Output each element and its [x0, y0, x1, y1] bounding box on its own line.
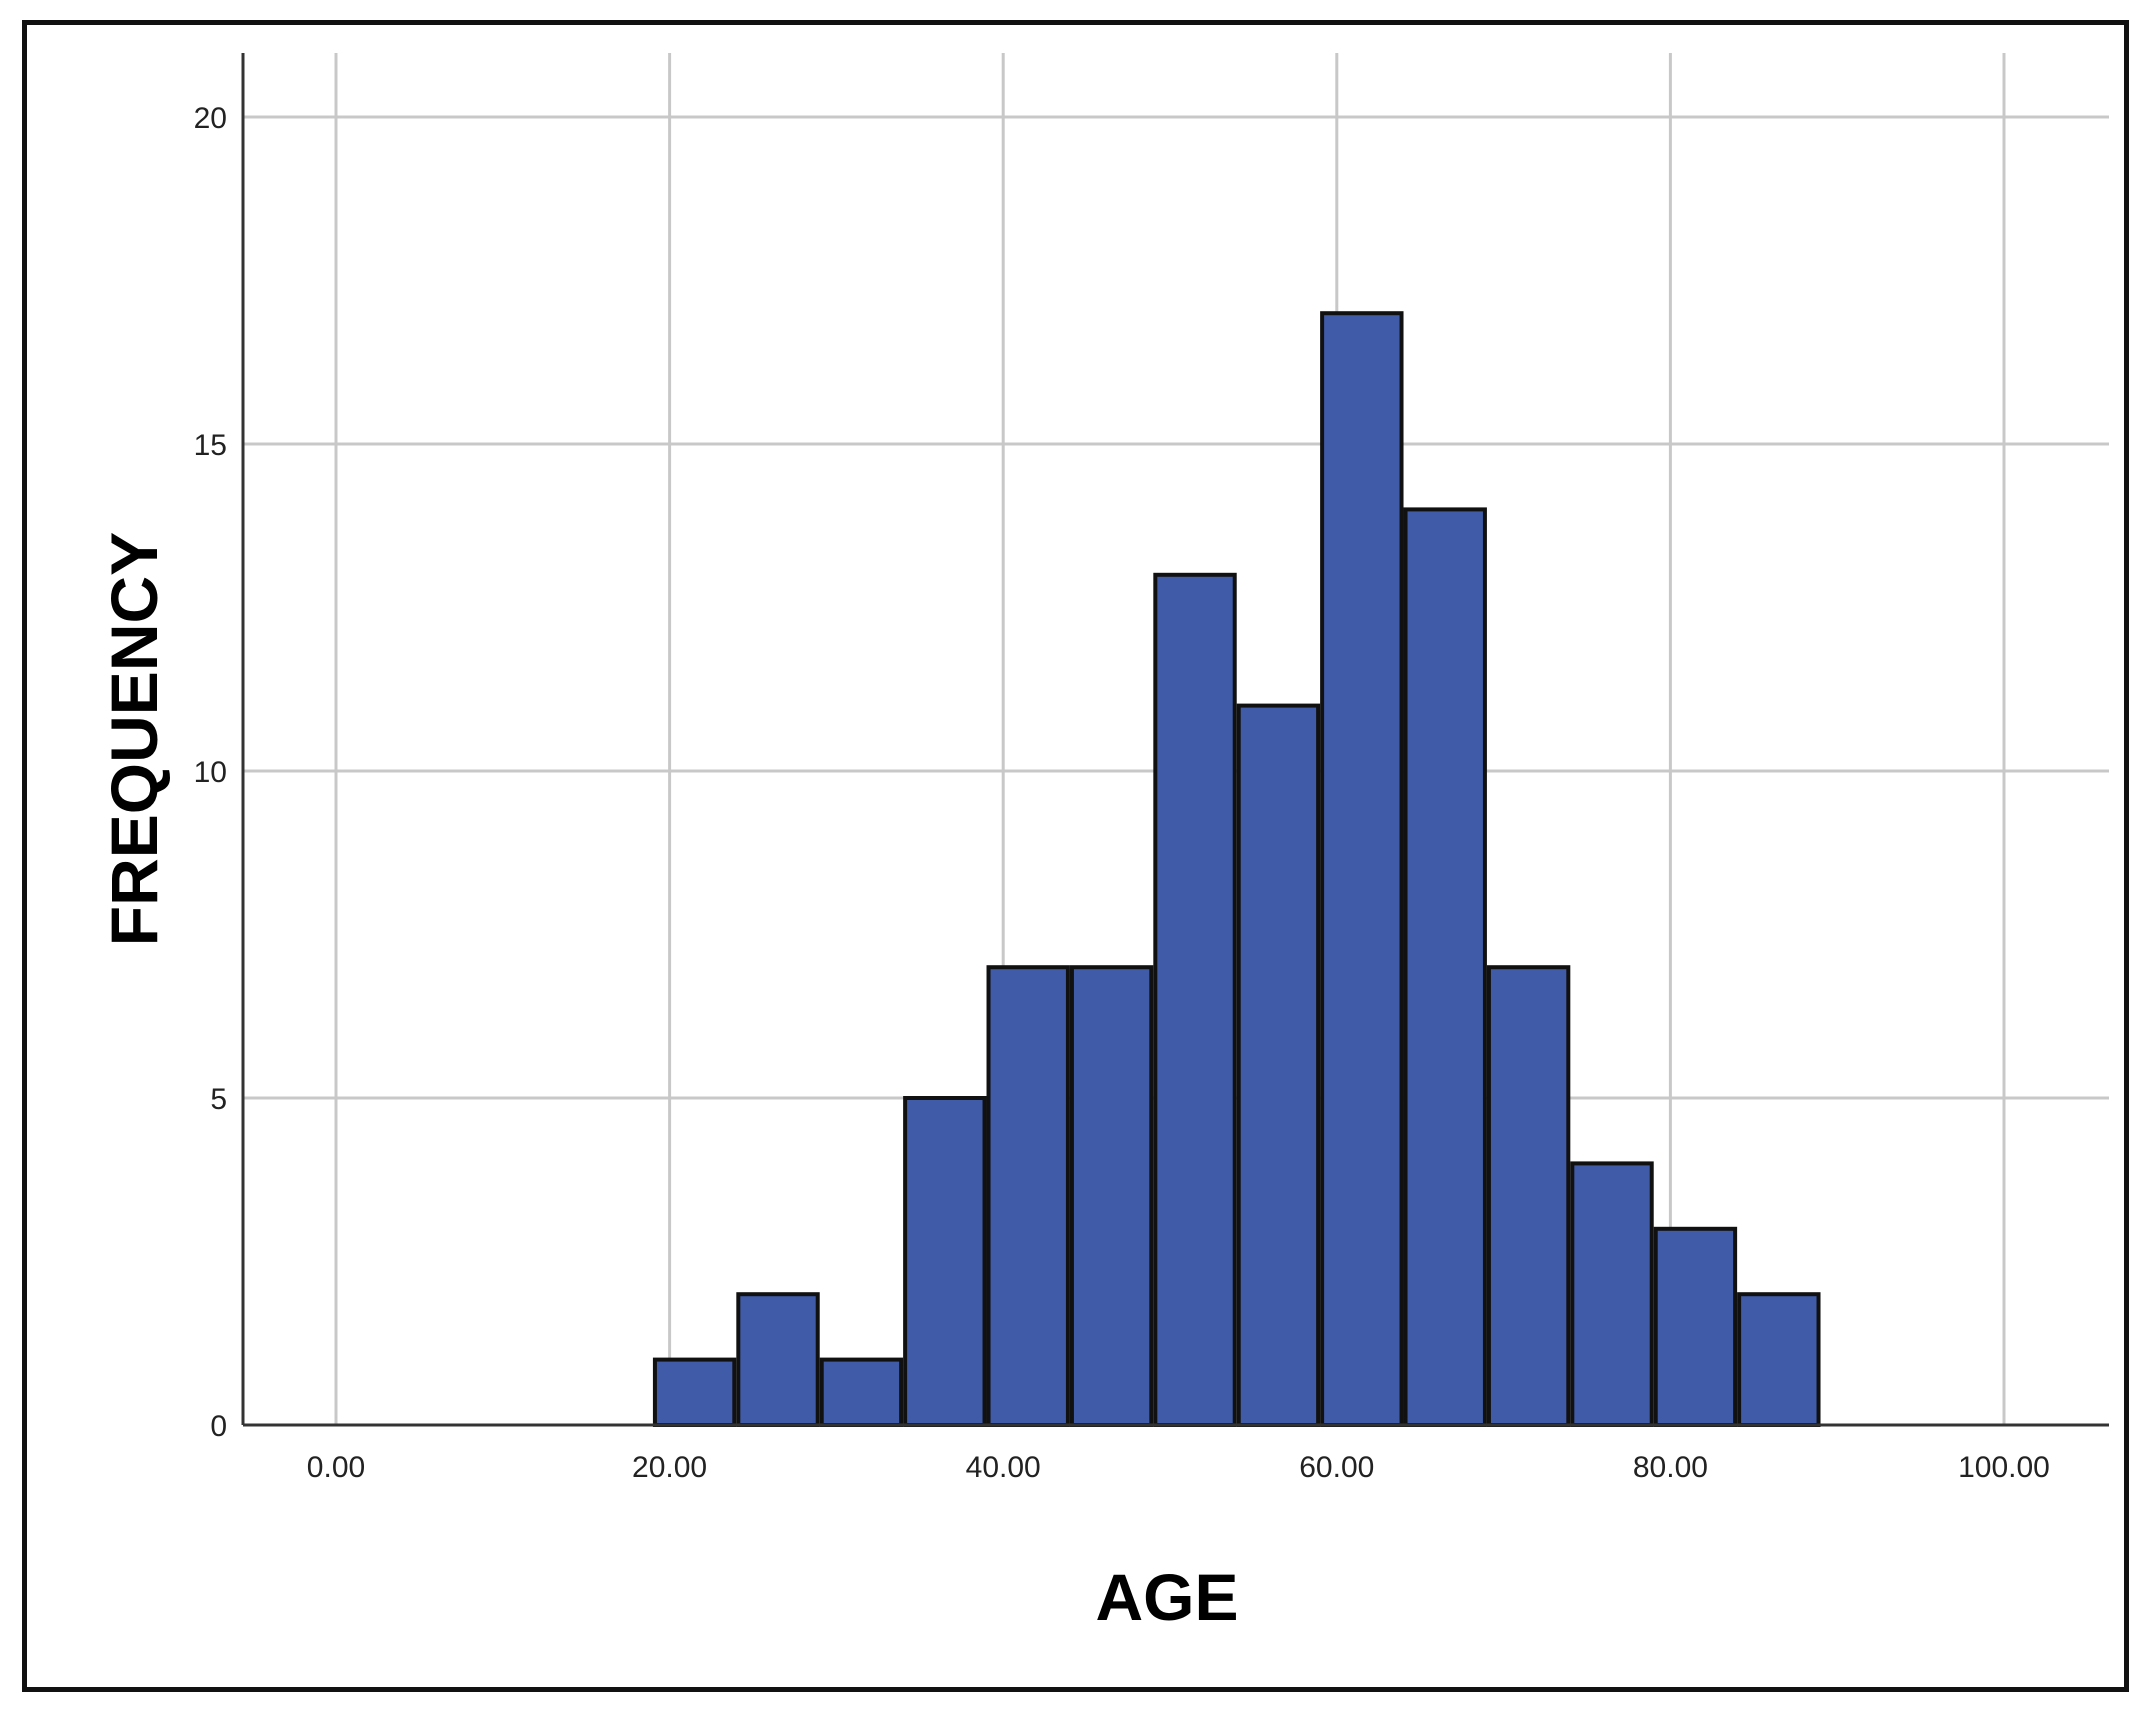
- axes: [241, 53, 2109, 1427]
- y-tick-label: 15: [194, 429, 227, 462]
- histogram-bar: [819, 1357, 904, 1427]
- y-tick-label: 5: [210, 1083, 227, 1116]
- histogram-bar: [1236, 703, 1321, 1427]
- histogram-bar: [903, 1096, 987, 1427]
- histogram-bar: [1320, 311, 1404, 1428]
- x-tick-label: 100.00: [1958, 1451, 2050, 1484]
- y-axis-title: FREQUENCY: [97, 532, 171, 946]
- x-tick-label: 80.00: [1633, 1451, 1708, 1484]
- x-tick-label: 20.00: [632, 1451, 707, 1484]
- histogram-bar: [1069, 965, 1154, 1427]
- y-tick-label: 10: [194, 756, 227, 789]
- y-tick-label: 0: [210, 1410, 227, 1443]
- y-tick-label: 20: [194, 102, 227, 135]
- chart-frame: 0 5 10 15 20 0.00 20.00 40.00 60.00 80.00 100.00 A…: [22, 20, 2129, 1692]
- x-tick-label: 0.00: [307, 1451, 365, 1484]
- histogram-bar: [986, 965, 1070, 1427]
- x-axis-title: AGE: [1095, 1560, 1238, 1634]
- x-tick-label: 40.00: [966, 1451, 1041, 1484]
- histogram-bars: [652, 311, 1821, 1428]
- tick-labels: 0 5 10 15 20 0.00 20.00 40.00 60.00 80.00 100.00: [194, 102, 2050, 1484]
- histogram-bar: [1153, 572, 1237, 1427]
- histogram-bar: [1570, 1161, 1654, 1428]
- histogram-bar: [1486, 965, 1571, 1427]
- x-tick-label: 60.00: [1299, 1451, 1374, 1484]
- histogram-chart: 0 5 10 15 20 0.00 20.00 40.00 60.00 80.00 100.00 A…: [97, 53, 2109, 1634]
- histogram-bar: [736, 1292, 820, 1427]
- histogram-bar: [652, 1357, 737, 1427]
- histogram-bar: [1403, 507, 1487, 1427]
- grid-lines: [243, 53, 2109, 1425]
- histogram-bar: [1737, 1292, 1821, 1427]
- histogram-bar: [1653, 1226, 1738, 1428]
